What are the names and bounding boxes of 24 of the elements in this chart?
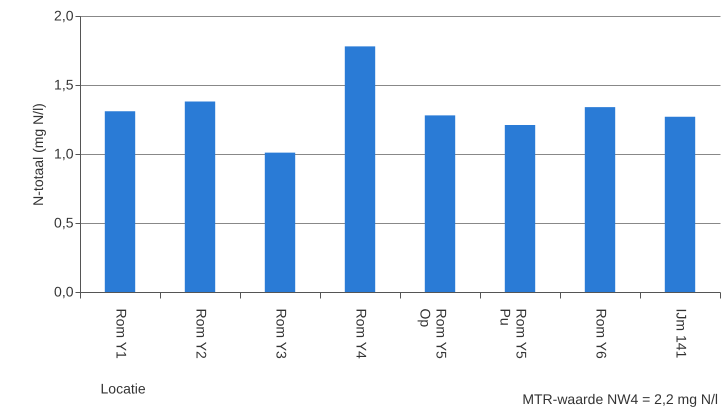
x-tick-label: Rom Y6 <box>594 308 610 360</box>
x-tick-label: Rom Y5 Pu <box>498 308 530 360</box>
x-tick-label: Rom Y3 <box>274 308 290 360</box>
bar <box>424 115 456 292</box>
text: MTR-waarde NW4 = 2,2 mg N/l <box>522 391 718 407</box>
y-tick-label: 1,5 <box>54 76 74 92</box>
bar <box>504 125 536 292</box>
bar <box>104 111 136 292</box>
x-tick-label: Rom Y1 <box>114 308 130 360</box>
x-tick-label: Rom Y4 <box>354 308 370 360</box>
x-tick-label: IJm 141 <box>674 308 690 359</box>
y-tick-label: 0,0 <box>54 284 74 300</box>
x-axis-title: Locatie <box>100 380 146 396</box>
bar <box>584 107 616 292</box>
bar <box>344 46 376 292</box>
y-tick-label: 2,0 <box>54 8 74 24</box>
bar <box>264 152 296 292</box>
bar <box>664 116 696 292</box>
x-tick-label: Rom Y2 <box>194 308 210 360</box>
y-axis-title: N-totaal (mg N/l) <box>30 103 46 206</box>
x-tick-label: Rom Y5 Op <box>418 308 450 360</box>
y-tick-label: 0,5 <box>54 214 74 230</box>
y-tick-label: 1,0 <box>54 146 74 162</box>
bar <box>184 102 216 292</box>
